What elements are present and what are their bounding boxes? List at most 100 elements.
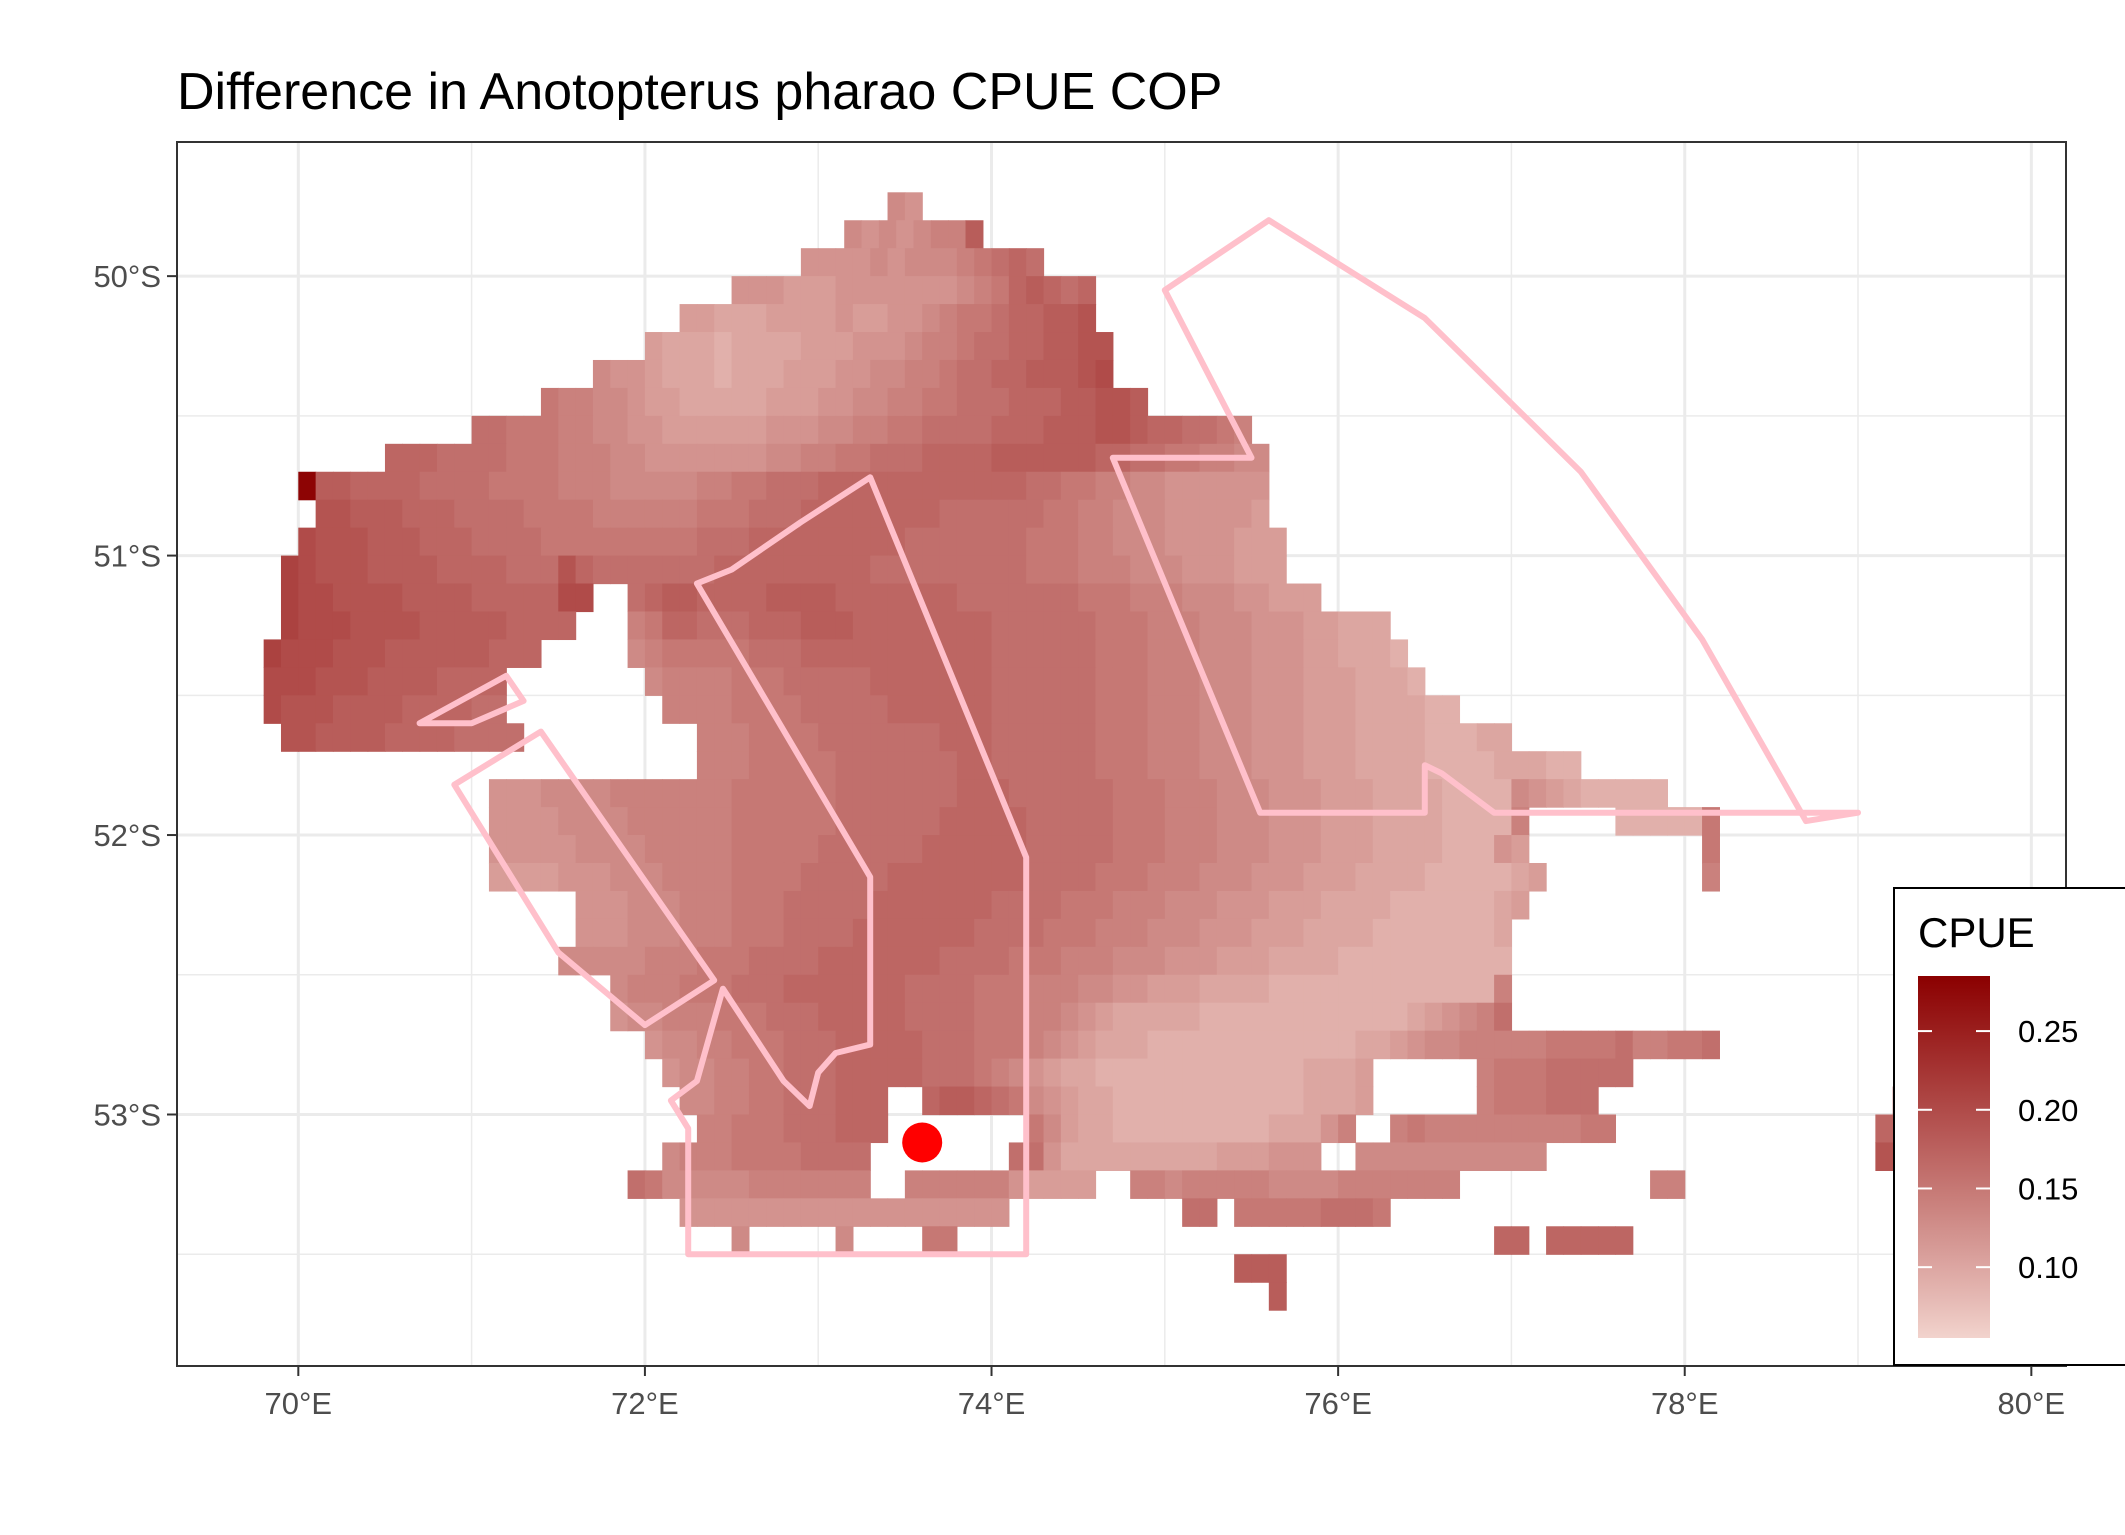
cpue-cell — [1598, 1114, 1617, 1144]
cpue-cell — [939, 1198, 958, 1227]
cpue-cell — [939, 890, 958, 920]
cpue-cell — [956, 583, 975, 613]
cpue-cell — [1320, 918, 1339, 948]
cpue-cell — [280, 723, 299, 752]
cpue-cell — [714, 359, 733, 389]
cpue-cell — [1130, 1142, 1149, 1171]
cpue-cell — [332, 555, 351, 585]
cpue-cell — [835, 555, 854, 585]
cpue-cell — [436, 611, 455, 641]
cpue-cell — [956, 443, 975, 473]
cpue-cell — [592, 471, 611, 501]
cpue-cell — [1182, 471, 1201, 501]
cpue-cell — [1286, 1086, 1305, 1116]
cpue-cell — [1442, 890, 1461, 920]
cpue-cell — [1268, 751, 1287, 780]
cpue-cell — [1147, 415, 1166, 445]
cpue-cell — [870, 974, 889, 1004]
cpue-cell — [1268, 1198, 1287, 1227]
cpue-cell — [1424, 779, 1443, 808]
cpue-cell — [540, 443, 559, 473]
cpue-cell — [904, 332, 923, 361]
cpue-cell — [731, 695, 750, 724]
cpue-cell — [1459, 835, 1478, 864]
cpue-cell — [315, 695, 334, 724]
cpue-cell — [1407, 835, 1426, 864]
cpue-cell — [991, 835, 1010, 864]
cpue-cell — [1078, 471, 1097, 501]
cpue-cell — [922, 751, 941, 780]
cpue-cell — [1182, 974, 1201, 1004]
cpue-cell — [1095, 1086, 1114, 1116]
cpue-cell — [1216, 807, 1235, 836]
cpue-cell — [783, 779, 802, 808]
cpue-cell — [939, 1058, 958, 1088]
cpue-cell — [991, 1198, 1010, 1227]
cpue-cell — [540, 555, 559, 585]
cpue-cell — [1355, 667, 1374, 696]
cpue-cell — [1459, 974, 1478, 1004]
cpue-cell — [835, 1086, 854, 1116]
cpue-cell — [1234, 555, 1253, 585]
cpue-cell — [852, 1114, 871, 1144]
cpue-cell — [662, 359, 681, 389]
cpue-cell — [454, 443, 473, 473]
cpue-cell — [800, 667, 819, 696]
cpue-cell — [644, 611, 663, 641]
cpue-cell — [419, 527, 438, 557]
cpue-cell — [610, 807, 629, 836]
cpue-cell — [523, 807, 542, 836]
cpue-cell — [783, 974, 802, 1004]
cpue-cell — [1390, 974, 1409, 1004]
cpue-cell — [852, 387, 871, 417]
cpue-cell — [991, 443, 1010, 473]
cpue-cell — [766, 1142, 785, 1171]
cpue-cell — [575, 387, 594, 417]
cpue-cell — [1147, 723, 1166, 752]
cpue-cell — [696, 723, 715, 752]
cpue-cell — [1286, 723, 1305, 752]
cpue-cell — [1112, 695, 1131, 724]
cpue-cell — [930, 220, 949, 249]
cpue-cell — [1095, 639, 1114, 668]
cpue-cell — [818, 276, 837, 305]
cpue-cell — [748, 1086, 767, 1116]
cpue-cell — [1407, 779, 1426, 808]
cpue-cell — [1026, 1142, 1045, 1171]
cpue-cell — [1147, 974, 1166, 1004]
cpue-cell — [818, 890, 837, 920]
cpue-cell — [991, 695, 1010, 724]
cpue-cell — [488, 862, 507, 892]
cpue-cell — [800, 359, 819, 389]
cpue-cell — [1112, 667, 1131, 696]
cpue-cell — [350, 527, 369, 557]
cpue-cell — [1459, 751, 1478, 780]
cpue-cell — [800, 527, 819, 557]
cpue-cell — [1078, 807, 1097, 836]
cpue-cell — [1026, 276, 1045, 305]
cpue-cell — [766, 415, 785, 445]
cpue-cell — [540, 835, 559, 864]
cpue-cell — [315, 723, 334, 752]
cpue-cell — [1476, 835, 1495, 864]
cpue-cell — [1095, 1142, 1114, 1171]
cpue-cell — [1251, 1170, 1270, 1199]
cpue-cell — [1043, 359, 1062, 389]
cpue-cell — [748, 583, 767, 613]
cpue-cell — [1234, 695, 1253, 724]
cpue-cell — [835, 248, 854, 277]
cpue-cell — [800, 1142, 819, 1171]
cpue-cell — [913, 220, 932, 249]
cpue-cell — [1199, 415, 1218, 445]
cpue-cell — [436, 583, 455, 613]
cpue-cell — [800, 946, 819, 976]
cpue-cell — [766, 974, 785, 1004]
cpue-cell — [1164, 415, 1183, 445]
cpue-cell — [731, 835, 750, 864]
cpue-cell — [1008, 723, 1027, 752]
cpue-cell — [1147, 695, 1166, 724]
cpue-cell — [939, 946, 958, 976]
cpue-cell — [870, 723, 889, 752]
cpue-cell — [835, 583, 854, 613]
cpue-cell — [922, 807, 941, 836]
